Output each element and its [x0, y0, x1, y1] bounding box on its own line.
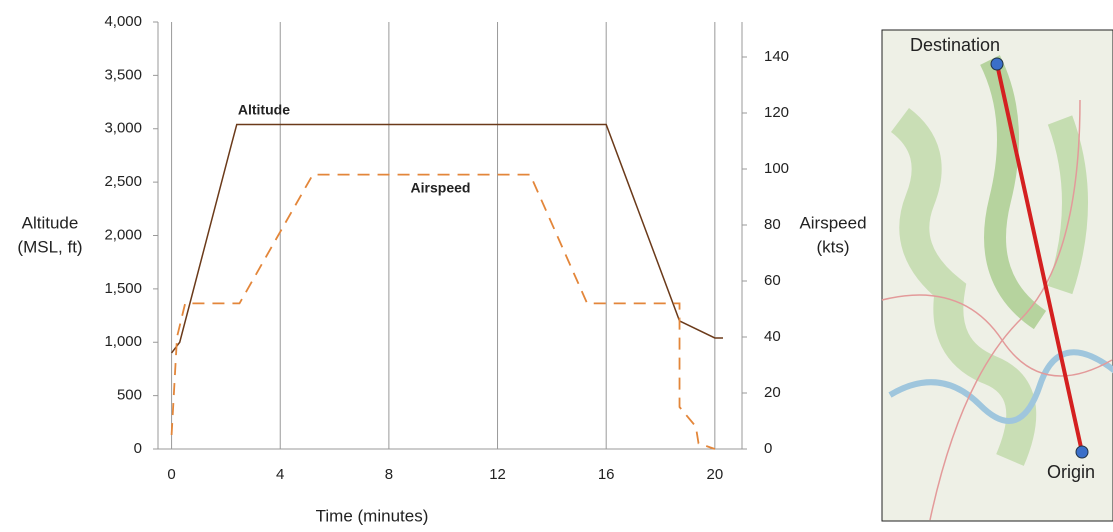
x-tick-label: 0 [167, 466, 175, 483]
x-tick-label: 8 [385, 466, 393, 483]
map-terrain [1060, 120, 1075, 290]
y-tick-label: 1,500 [104, 280, 142, 297]
y-tick-label: 3,500 [104, 66, 142, 83]
y2-tick-label: 80 [764, 216, 781, 233]
origin-marker [1076, 446, 1088, 458]
y2-tick-label: 0 [764, 440, 772, 457]
y-tick-label: 3,000 [104, 120, 142, 137]
x-tick-label: 16 [598, 466, 615, 483]
y-axis-label: Altitude [22, 213, 79, 232]
y-tick-label: 4,000 [104, 13, 142, 30]
y-tick-label: 2,500 [104, 173, 142, 190]
y2-tick-label: 120 [764, 104, 789, 121]
y2-axis-label: Airspeed [799, 213, 866, 232]
y-tick-label: 2,000 [104, 226, 142, 243]
figure: Destination Origin Time (minutes) Altitu… [0, 0, 1113, 527]
annotation: Altitude [238, 101, 290, 117]
y2-axis-label: (kts) [816, 237, 849, 256]
y-tick-label: 1,000 [104, 333, 142, 350]
x-axis-label: Time (minutes) [316, 506, 429, 525]
x-tick-label: 20 [706, 466, 723, 483]
y-axis-label: (MSL, ft) [17, 237, 82, 256]
x-tick-label: 12 [489, 466, 506, 483]
y2-tick-label: 40 [764, 328, 781, 345]
map-label: Destination [910, 35, 1000, 55]
y-tick-label: 500 [117, 387, 142, 404]
map: Destination Origin [882, 30, 1113, 521]
series-line [172, 175, 715, 449]
destination-marker [991, 58, 1003, 70]
y2-tick-label: 20 [764, 384, 781, 401]
map-label: Origin [1047, 462, 1095, 482]
series-line [172, 124, 723, 352]
y2-tick-label: 60 [764, 272, 781, 289]
x-tick-label: 4 [276, 466, 284, 483]
y-tick-label: 0 [134, 440, 142, 457]
y2-tick-label: 140 [764, 48, 789, 65]
annotation: Airspeed [411, 179, 471, 195]
y2-tick-label: 100 [764, 160, 789, 177]
